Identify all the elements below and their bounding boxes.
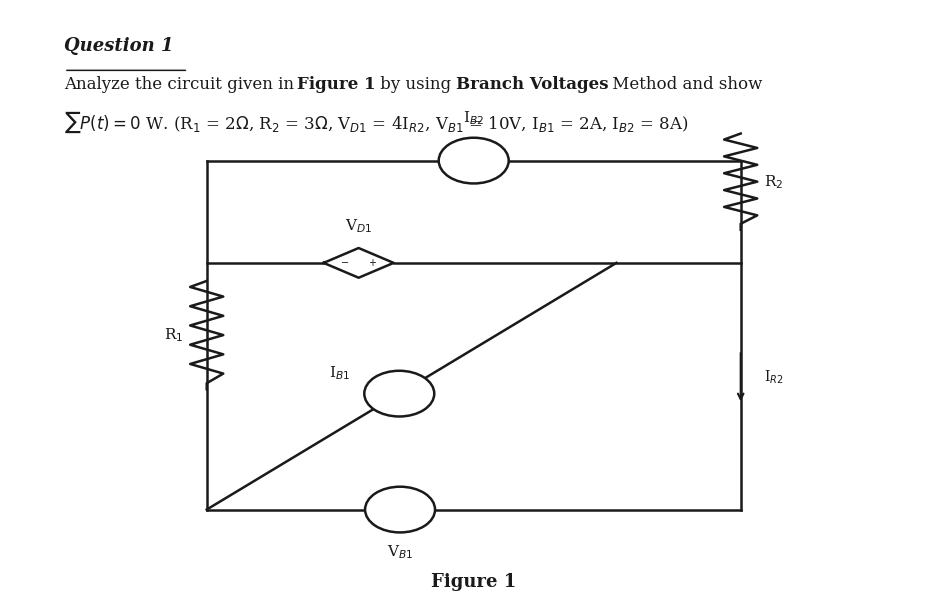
Text: R$_1$: R$_1$ xyxy=(164,326,184,344)
Text: Branch Voltages: Branch Voltages xyxy=(455,76,608,93)
Circle shape xyxy=(438,138,509,184)
Text: V$_{B1}$: V$_{B1}$ xyxy=(386,544,413,561)
Circle shape xyxy=(365,487,434,533)
Text: $\sum P(t) = 0$ W. (R$_1$ = 2$\Omega$, R$_2$ = 3$\Omega$, V$_{D1}$ = 4I$_{R2}$, : $\sum P(t) = 0$ W. (R$_1$ = 2$\Omega$, R… xyxy=(64,109,688,135)
Text: Method and show: Method and show xyxy=(606,76,761,93)
Text: −: − xyxy=(409,503,419,516)
Text: V$_{D1}$: V$_{D1}$ xyxy=(344,217,372,235)
Text: I$_{R2}$: I$_{R2}$ xyxy=(763,368,782,386)
Circle shape xyxy=(364,371,433,417)
Text: I$_{B1}$: I$_{B1}$ xyxy=(329,364,350,382)
Polygon shape xyxy=(323,248,393,278)
Text: by using: by using xyxy=(375,76,456,93)
Text: Figure 1: Figure 1 xyxy=(297,76,375,93)
Text: +: + xyxy=(367,258,376,268)
Text: +: + xyxy=(380,504,390,515)
Text: −: − xyxy=(341,258,349,268)
Text: R$_2$: R$_2$ xyxy=(763,173,782,190)
Text: Figure 1: Figure 1 xyxy=(431,573,516,591)
Text: Question 1: Question 1 xyxy=(64,37,174,56)
Text: I$_{B2}$: I$_{B2}$ xyxy=(463,109,483,127)
Text: Analyze the circuit given in: Analyze the circuit given in xyxy=(64,76,299,93)
